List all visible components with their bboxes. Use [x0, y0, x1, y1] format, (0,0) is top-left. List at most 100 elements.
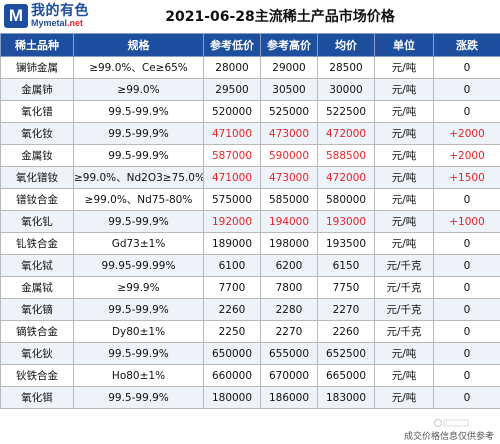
column-header-low: 参考低价 [203, 33, 261, 57]
cell-change: 0 [433, 276, 500, 299]
cell-unit: 元/吨 [374, 364, 434, 387]
cell-low: 587000 [203, 144, 261, 167]
cell-unit: 元/吨 [374, 78, 434, 101]
table-row: 氧化钬 99.5-99.9% 650000 655000 652500 元/吨 0 [0, 342, 500, 365]
cell-name: 镝铁合金 [0, 320, 74, 343]
cell-avg: 193500 [317, 232, 375, 255]
cell-high: 585000 [260, 188, 318, 211]
table-row: 氧化铽 99.95-99.99% 6100 6200 6150 元/千克 0 [0, 254, 500, 277]
cell-low: 6100 [203, 254, 261, 277]
cell-low: 29500 [203, 78, 261, 101]
cell-spec: 99.5-99.9% [73, 122, 204, 145]
cell-high: 655000 [260, 342, 318, 365]
cell-avg: 472000 [317, 122, 375, 145]
cell-name: 氧化钕 [0, 122, 74, 145]
cell-low: 180000 [203, 386, 261, 409]
table-body: 镧铈金属 ≥99.0%、Ce≥65% 28000 29000 28500 元/吨 0 金属铈 ≥… [0, 56, 500, 409]
table-row: 钬铁合金 Ho80±1% 660000 670000 665000 元/吨 0 [0, 364, 500, 387]
cell-unit: 元/吨 [374, 144, 434, 167]
cell-spec: 99.5-99.9% [73, 386, 204, 409]
cell-spec: ≥99.0%、Nd75-80% [73, 188, 204, 211]
cell-high: 186000 [260, 386, 318, 409]
table-row: 钆铁合金 Gd73±1% 189000 198000 193500 元/吨 0 [0, 232, 500, 255]
cell-name: 镧铈金属 [0, 56, 74, 79]
cell-spec: 99.5-99.9% [73, 144, 204, 167]
cell-name: 钆铁合金 [0, 232, 74, 255]
cell-spec: Gd73±1% [73, 232, 204, 255]
cell-avg: 7750 [317, 276, 375, 299]
cell-avg: 665000 [317, 364, 375, 387]
cell-spec: ≥99.0% [73, 78, 204, 101]
logo[interactable]: M 我的有色 Mymetal.net [4, 2, 89, 30]
logo-cn-text: 我的有色 [31, 3, 89, 19]
cell-unit: 元/千克 [374, 276, 434, 299]
table-row: 氧化镝 99.5-99.9% 2260 2280 2270 元/千克 0 [0, 298, 500, 321]
cell-avg: 2260 [317, 320, 375, 343]
cell-name: 镨钕合金 [0, 188, 74, 211]
cell-name: 氧化钆 [0, 210, 74, 233]
cell-avg: 652500 [317, 342, 375, 365]
cell-unit: 元/吨 [374, 166, 434, 189]
cell-high: 2270 [260, 320, 318, 343]
cell-name: 氧化铽 [0, 254, 74, 277]
cell-unit: 元/吨 [374, 188, 434, 211]
cell-avg: 28500 [317, 56, 375, 79]
cell-change: +2000 [433, 144, 500, 167]
cell-low: 2260 [203, 298, 261, 321]
watermark-logo [434, 419, 469, 427]
cell-change: 0 [433, 56, 500, 79]
cell-high: 6200 [260, 254, 318, 277]
cell-change: 0 [433, 320, 500, 343]
page-title: 2021-06-28主流稀土产品市场价格 [165, 9, 395, 25]
cell-high: 525000 [260, 100, 318, 123]
table-row: 镨钕合金 ≥99.0%、Nd75-80% 575000 585000 580000 元/吨… [0, 188, 500, 211]
cell-low: 471000 [203, 166, 261, 189]
cell-unit: 元/千克 [374, 254, 434, 277]
cell-low: 192000 [203, 210, 261, 233]
cell-change: 0 [433, 342, 500, 365]
cell-high: 473000 [260, 122, 318, 145]
cell-change: 0 [433, 100, 500, 123]
cell-avg: 193000 [317, 210, 375, 233]
cell-name: 金属铽 [0, 276, 74, 299]
cell-change: 0 [433, 386, 500, 409]
cell-unit: 元/吨 [374, 386, 434, 409]
cell-avg: 588500 [317, 144, 375, 167]
cell-high: 30500 [260, 78, 318, 101]
cell-high: 198000 [260, 232, 318, 255]
cell-avg: 580000 [317, 188, 375, 211]
table-row: 氧化镨 99.5-99.9% 520000 525000 522500 元/吨 0 [0, 100, 500, 123]
cell-unit: 元/吨 [374, 232, 434, 255]
cell-high: 194000 [260, 210, 318, 233]
cell-high: 473000 [260, 166, 318, 189]
cell-high: 670000 [260, 364, 318, 387]
cell-avg: 522500 [317, 100, 375, 123]
cell-spec: ≥99.0%、Nd2O3≥75.0% [73, 166, 204, 189]
cell-change: 0 [433, 188, 500, 211]
table-header-row: 稀土品种 规格 参考低价 参考高价 均价 单位 涨跌 [0, 33, 500, 57]
cell-low: 2250 [203, 320, 261, 343]
cell-low: 7700 [203, 276, 261, 299]
cell-spec: 99.5-99.9% [73, 100, 204, 123]
cell-change: +1500 [433, 166, 500, 189]
cell-name: 金属铈 [0, 78, 74, 101]
header: M 我的有色 Mymetal.net 2021-06-28主流稀土产品市场价格 [0, 0, 500, 30]
cell-change: 0 [433, 364, 500, 387]
cell-low: 575000 [203, 188, 261, 211]
cell-unit: 元/吨 [374, 56, 434, 79]
cell-name: 钬铁合金 [0, 364, 74, 387]
column-header-change: 涨跌 [433, 33, 500, 57]
cell-low: 189000 [203, 232, 261, 255]
cell-change: +2000 [433, 122, 500, 145]
table-row: 氧化铒 99.5-99.9% 180000 186000 183000 元/吨 0 [0, 386, 500, 409]
table-row: 氧化钕 99.5-99.9% 471000 473000 472000 元/吨 +2000 [0, 122, 500, 145]
cell-avg: 6150 [317, 254, 375, 277]
cell-spec: Dy80±1% [73, 320, 204, 343]
cell-spec: ≥99.9% [73, 276, 204, 299]
column-header-unit: 单位 [374, 33, 434, 57]
cell-avg: 183000 [317, 386, 375, 409]
cell-low: 520000 [203, 100, 261, 123]
cell-high: 2280 [260, 298, 318, 321]
cell-high: 7800 [260, 276, 318, 299]
